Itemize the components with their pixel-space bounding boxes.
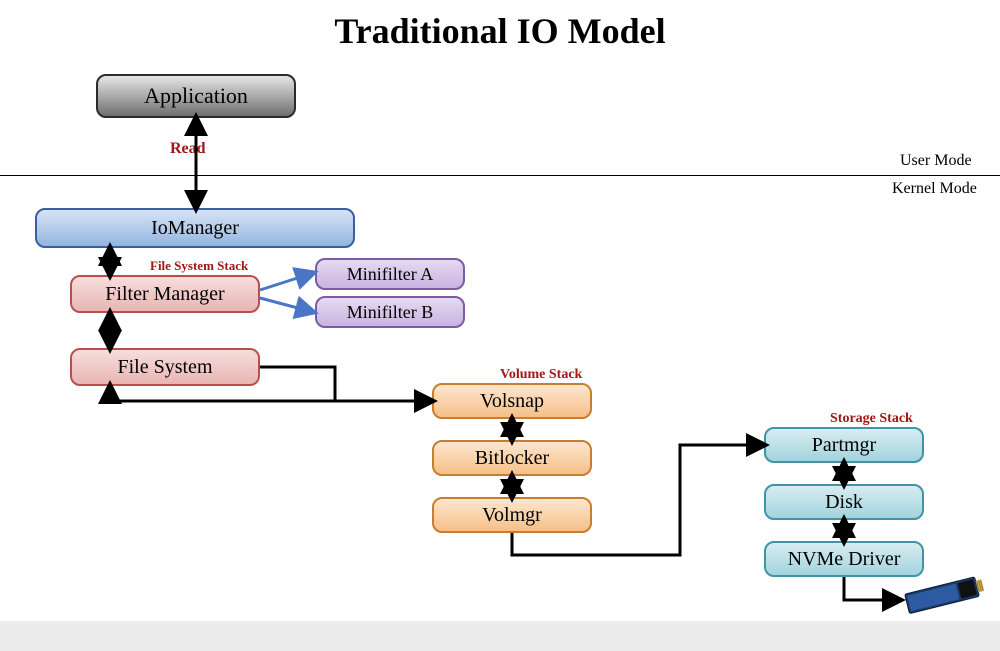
file-system-stack-label: File System Stack xyxy=(150,258,248,274)
node-disk: Disk xyxy=(764,484,924,520)
ssd-icon xyxy=(900,575,986,620)
kernel-mode-label: Kernel Mode xyxy=(892,180,977,198)
node-iomanager: IoManager xyxy=(35,208,355,248)
volume-stack-label: Volume Stack xyxy=(500,367,582,383)
title-text: Traditional IO Model xyxy=(334,11,665,51)
diagram-title: Traditional IO Model xyxy=(0,10,1000,52)
read-label: Read xyxy=(170,140,206,158)
node-nvme-driver: NVMe Driver xyxy=(764,541,924,577)
node-volmgr: Volmgr xyxy=(432,497,592,533)
node-filter-manager: Filter Manager xyxy=(70,275,260,313)
footer-bar xyxy=(0,621,1000,651)
node-application: Application xyxy=(96,74,296,118)
node-minifilter-a: Minifilter A xyxy=(315,258,465,290)
user-kernel-divider xyxy=(0,175,1000,176)
storage-stack-label: Storage Stack xyxy=(830,411,913,427)
node-bitlocker: Bitlocker xyxy=(432,440,592,476)
user-mode-label: User Mode xyxy=(900,152,972,170)
node-volsnap: Volsnap xyxy=(432,383,592,419)
node-file-system: File System xyxy=(70,348,260,386)
node-partmgr: Partmgr xyxy=(764,427,924,463)
node-minifilter-b: Minifilter B xyxy=(315,296,465,328)
